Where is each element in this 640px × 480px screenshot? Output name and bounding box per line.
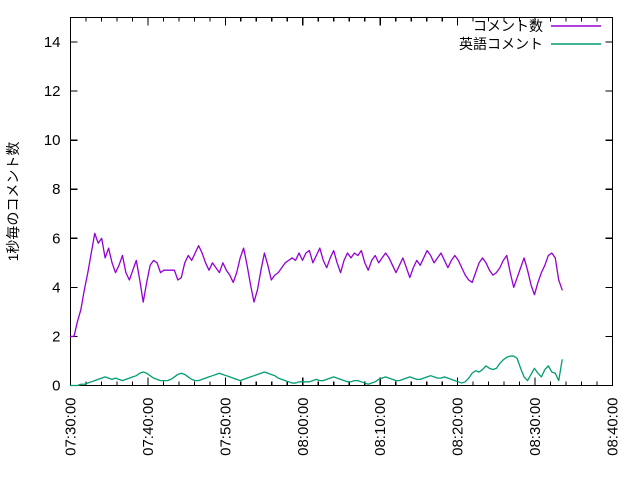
x-axis-tick-labels: 07:30:00 07:40:00 07:50:00 08:00:00 08:10:00… [63,398,622,456]
y-tick-label: 6 [52,230,60,247]
x-tick-label: 08:30:00 [527,398,544,456]
y-tick-label: 4 [52,279,60,296]
y-tick-label: 2 [52,328,60,345]
x-tick-label: 08:00:00 [295,398,312,456]
x-axis-ticks [69,17,614,386]
y-axis-title-text: 1秒毎のコメント数 [5,142,21,262]
legend-label-2: 英語コメント [459,36,543,52]
y-tick-label: 0 [52,378,60,395]
data-series-group [69,232,563,387]
x-tick-label: 08:40:00 [605,398,622,456]
y-tick-label: 10 [44,132,61,149]
series-line-1 [69,232,563,338]
x-tick-label: 08:20:00 [450,398,467,456]
y-tick-label: 8 [52,181,60,198]
plot-frame [69,16,614,387]
series-line-2 [69,355,563,387]
x-tick-label: 07:30:00 [63,398,80,456]
x-tick-label: 07:50:00 [217,398,234,456]
y-axis-tick-labels: 0 2 4 6 8 10 12 14 [44,34,61,394]
legend-label-1: コメント数 [473,18,543,34]
y-axis-title: 1秒毎のコメント数 [5,142,21,262]
y-tick-label: 12 [44,83,61,100]
x-tick-label: 07:40:00 [140,398,157,456]
y-tick-label: 14 [44,34,61,51]
x-tick-label: 08:10:00 [372,398,389,456]
y-axis-ticks [70,41,613,387]
